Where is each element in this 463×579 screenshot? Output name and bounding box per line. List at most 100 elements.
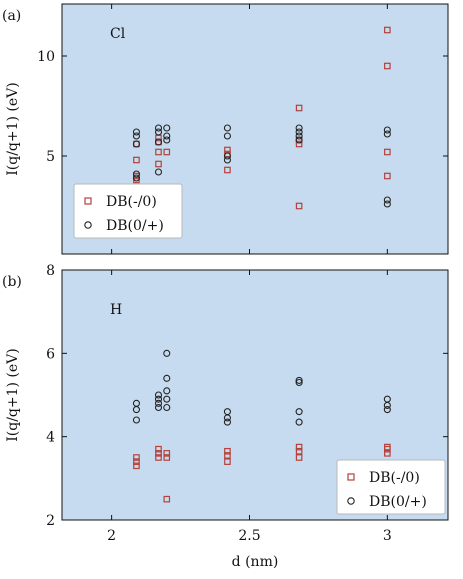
data-point-circle	[383, 406, 391, 414]
data-point-circle	[295, 124, 303, 132]
data-point-square	[133, 458, 140, 465]
data-point-square	[155, 160, 162, 168]
data-point-circle	[163, 124, 171, 132]
data-point-circle	[223, 408, 231, 416]
data-point-circle	[154, 168, 163, 176]
data-point-circle	[132, 140, 140, 148]
data-point-circle	[163, 132, 171, 140]
data-point-circle	[132, 416, 140, 424]
data-point-circle	[295, 408, 303, 416]
data-point-circle	[295, 376, 303, 384]
data-point-square	[224, 458, 231, 465]
y-axis-label: I(q/q+1) (eV)	[5, 82, 21, 176]
data-point-square	[295, 140, 303, 148]
legend-2: DB(-/0) DB(0/+)	[336, 459, 446, 515]
data-point-circle	[223, 152, 231, 160]
data-point-circle	[154, 399, 163, 407]
data-point-square	[163, 148, 171, 156]
data-point-square	[155, 445, 162, 453]
data-point-square	[384, 443, 391, 451]
data-point-square	[384, 26, 391, 34]
x-axis-label: d (nm)	[232, 554, 279, 570]
data-point-square	[384, 62, 391, 70]
x-tick-label: 2.5	[238, 528, 260, 544]
data-point-square	[133, 156, 140, 164]
panel-label: (a)	[2, 8, 21, 24]
data-point-square	[295, 104, 303, 112]
data-point-circle	[163, 395, 171, 403]
data-point-square	[163, 450, 171, 457]
data-point-square	[133, 462, 140, 470]
data-point-square	[155, 148, 162, 156]
data-point-circle	[295, 132, 303, 140]
data-point-circle	[295, 418, 303, 426]
data-point-circle	[132, 174, 140, 182]
data-point-square	[133, 454, 140, 461]
data-point-square	[295, 454, 303, 461]
data-point-square	[384, 172, 391, 180]
data-point-circle	[132, 170, 140, 178]
legend-1: DB(-/0) DB(0/+)	[73, 183, 183, 239]
data-point-square	[224, 166, 231, 174]
data-point-square	[163, 454, 171, 461]
y-tick-label: 2	[46, 513, 55, 529]
data-point-circle	[154, 124, 163, 132]
data-point-circle	[223, 418, 231, 426]
data-point-circle	[154, 391, 163, 399]
data-point-circle	[223, 124, 231, 132]
data-point-circle	[154, 403, 163, 412]
data-point-square	[155, 454, 162, 461]
data-point-circle	[154, 138, 163, 146]
y-tick-label: 6	[46, 346, 55, 362]
data-point-circle	[383, 395, 391, 403]
data-point-square	[295, 443, 303, 451]
data-point-circle	[223, 156, 231, 164]
y-tick-label: 10	[37, 49, 55, 65]
data-point-square	[295, 202, 303, 210]
x-tick-label: 3	[383, 528, 392, 544]
panel-plot-area-1	[62, 4, 448, 254]
legend-marker-square	[84, 197, 92, 205]
data-point-square	[224, 452, 231, 459]
data-point-circle	[154, 128, 163, 136]
data-point-circle	[295, 378, 303, 387]
legend-marker-circle	[84, 221, 92, 229]
legend-label: DB(0/+)	[106, 218, 164, 234]
data-point-circle	[163, 374, 171, 382]
data-point-circle	[383, 200, 391, 208]
data-point-circle	[383, 130, 391, 138]
data-point-circle	[132, 128, 140, 136]
legend-label: DB(-/0)	[106, 194, 157, 210]
data-point-circle	[163, 349, 171, 357]
data-point-square	[384, 148, 391, 156]
data-point-circle	[163, 403, 171, 412]
panel-annotation: H	[110, 302, 122, 318]
legend-label: DB(-/0)	[369, 470, 420, 486]
data-point-circle	[154, 395, 163, 403]
data-point-square	[155, 450, 162, 457]
x-tick-label: 2	[107, 528, 116, 544]
legend-marker-square	[347, 473, 355, 481]
legend-label: DB(0/+)	[369, 494, 427, 510]
data-point-square	[163, 495, 171, 503]
legend-box	[336, 459, 446, 515]
data-point-circle	[295, 128, 303, 136]
data-point-square	[295, 447, 303, 455]
data-point-circle	[295, 136, 303, 144]
panel-frame-2	[61, 269, 449, 521]
legend-marker-circle	[347, 497, 355, 505]
legend-box	[73, 183, 183, 239]
y-tick-label: 8	[46, 263, 55, 279]
data-point-circle	[132, 399, 140, 407]
data-point-circle	[223, 132, 231, 140]
panel-frame-1	[61, 3, 449, 255]
data-point-square	[384, 450, 391, 457]
data-point-circle	[163, 136, 171, 144]
data-point-circle	[163, 387, 171, 395]
data-point-circle	[383, 196, 391, 204]
y-tick-label: 4	[46, 430, 55, 446]
data-point-circle	[132, 132, 140, 140]
panel-annotation: Cl	[110, 26, 126, 42]
y-tick-label: 5	[46, 149, 55, 165]
